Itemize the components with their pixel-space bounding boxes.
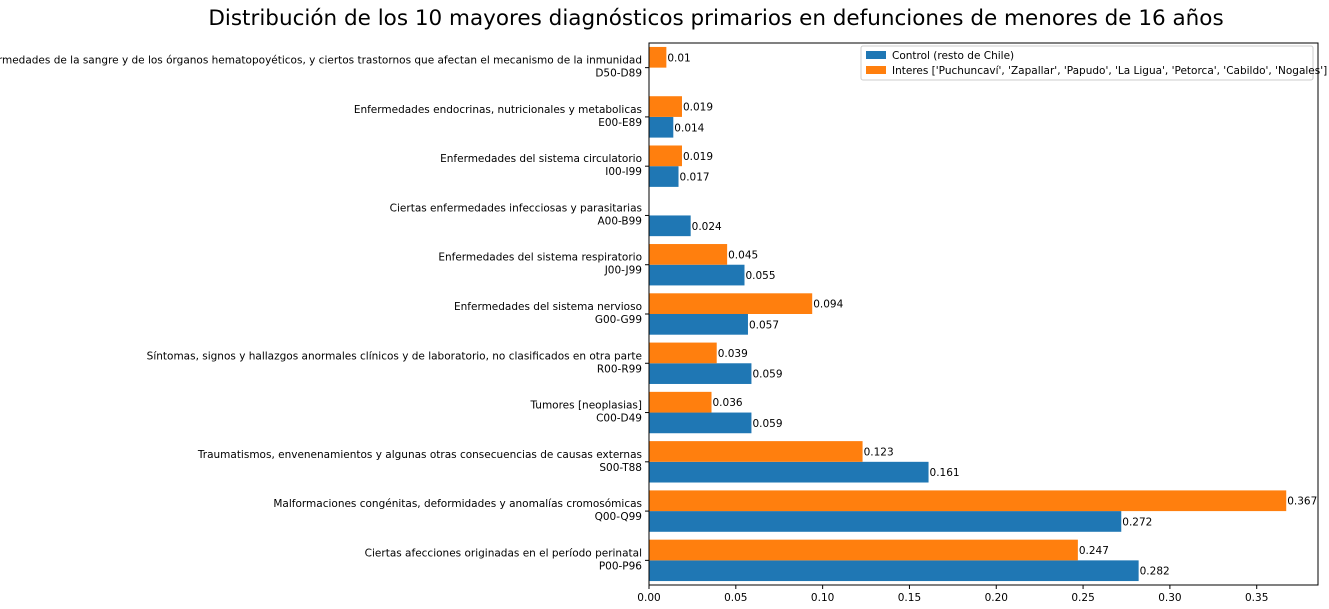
chart-title: Distribución de los 10 mayores diagnósti…: [208, 6, 1223, 31]
y-tick-code-C00-D49: C00-D49: [596, 413, 642, 425]
y-tick-code-I00-I99: I00-I99: [605, 166, 642, 178]
x-tick-label-1: 0.05: [724, 592, 747, 604]
data-label-series1-I00-I99: 0.019: [683, 151, 713, 163]
y-tick-label-I00-I99: Enfermedades del sistema circulatorio: [440, 153, 642, 165]
legend: Control (resto de Chile) Interes ['Puchun…: [860, 45, 1327, 81]
bar-series1-R00-R99: [649, 342, 717, 364]
bar-series1-D50-D89: [649, 46, 667, 68]
data-label-series1-P00-P96: 0.247: [1079, 545, 1109, 557]
bar-series0-R00-R99: [649, 363, 752, 384]
y-tick-label-R00-R99: Síntomas, signos y hallazgos anormales c…: [147, 350, 642, 362]
bar-series1-S00-T88: [649, 441, 863, 462]
bar-series0-Q00-Q99: [649, 511, 1122, 532]
y-tick-label-G00-G99: Enfermedades del sistema nervioso: [454, 301, 642, 313]
data-label-series1-S00-T88: 0.123: [864, 446, 894, 458]
y-tick-label-P00-P96: Ciertas afecciones originadas en el perí…: [365, 547, 642, 559]
x-tick-label-3: 0.15: [898, 592, 921, 604]
data-label-series1-J00-J99: 0.045: [728, 249, 758, 261]
bar-series0-A00-B99: [649, 215, 691, 237]
bar-series1-J00-J99: [649, 244, 728, 265]
bar-series1-C00-D49: [649, 391, 712, 413]
bar-series0-I00-I99: [649, 166, 679, 187]
bar-series1-I00-I99: [649, 145, 682, 167]
y-tick-code-P00-P96: P00-P96: [599, 560, 642, 572]
bars-group: 0.282 0.247 0.272 0.367 0.161 0.123 0.059 0.036…: [649, 46, 1317, 582]
y-tick-code-E00-E89: E00-E89: [598, 117, 642, 129]
data-label-series0-P00-P96: 0.282: [1140, 566, 1170, 578]
data-label-series0-I00-I99: 0.017: [680, 172, 710, 184]
bar-series0-G00-G99: [649, 314, 748, 335]
y-tick-label-Q00-Q99: Malformaciones congénitas, deformidades …: [273, 498, 642, 510]
data-label-series1-R00-R99: 0.039: [718, 348, 748, 360]
x-tick-label-4: 0.20: [985, 592, 1008, 604]
bar-series0-E00-E89: [649, 116, 674, 138]
legend-label-series1: Interes ['Puchuncaví', 'Zapallar', 'Papu…: [892, 65, 1327, 77]
data-label-series1-G00-G99: 0.094: [813, 299, 843, 311]
bar-series0-C00-D49: [649, 412, 752, 434]
legend-swatch-series0: [866, 51, 886, 59]
x-tick-label-5: 0.25: [1071, 592, 1094, 604]
data-label-series1-C00-D49: 0.036: [713, 397, 743, 409]
data-label-series0-S00-T88: 0.161: [930, 467, 960, 479]
y-tick-code-J00-J99: J00-J99: [604, 265, 642, 277]
data-label-series0-J00-J99: 0.055: [745, 270, 775, 282]
y-tick-label-A00-B99: Ciertas enfermedades infecciosas y paras…: [390, 202, 642, 214]
data-label-series1-Q00-Q99: 0.367: [1287, 496, 1317, 508]
y-tick-label-S00-T88: Traumatismos, envenenamientos y algunas …: [197, 449, 642, 461]
y-tick-code-Q00-Q99: Q00-Q99: [595, 511, 642, 523]
data-label-series0-A00-B99: 0.024: [692, 221, 722, 233]
y-tick-code-S00-T88: S00-T88: [599, 462, 642, 474]
y-tick-code-G00-G99: G00-G99: [595, 314, 642, 326]
bar-series1-Q00-Q99: [649, 490, 1287, 512]
y-tick-code-D50-D89: D50-D89: [595, 68, 642, 80]
data-label-series0-R00-R99: 0.059: [752, 369, 782, 381]
legend-label-series0: Control (resto de Chile): [892, 50, 1014, 62]
data-label-series0-E00-E89: 0.014: [674, 122, 704, 134]
y-tick-label-E00-E89: Enfermedades endocrinas, nutricionales y…: [354, 104, 642, 116]
bar-series0-S00-T88: [649, 461, 929, 483]
bar-series0-J00-J99: [649, 264, 745, 286]
plot-frame: [648, 42, 1319, 586]
x-tick-label-7: 0.35: [1245, 592, 1268, 604]
bar-series0-P00-P96: [649, 560, 1139, 582]
y-tick-label-J00-J99: Enfermedades del sistema respiratorio: [438, 252, 642, 264]
x-tick-label-0: 0.00: [637, 592, 660, 604]
data-label-series0-C00-D49: 0.059: [752, 418, 782, 430]
bar-series1-E00-E89: [649, 96, 682, 117]
legend-box: [860, 45, 1314, 81]
x-tick-label-6: 0.30: [1158, 592, 1181, 604]
y-tick-code-R00-R99: R00-R99: [597, 363, 642, 375]
data-label-series0-Q00-Q99: 0.272: [1122, 516, 1152, 528]
bar-series1-G00-G99: [649, 293, 813, 314]
y-tick-code-A00-B99: A00-B99: [597, 215, 642, 227]
x-axis: 0.00 0.05 0.10 0.15 0.20 0.25 0.30 0.35: [637, 585, 1268, 604]
y-tick-label-C00-D49: Tumores [neoplasias]: [529, 400, 642, 412]
bar-series1-P00-P96: [649, 539, 1078, 561]
y-axis-labels: Ciertas afecciones originadas en el perí…: [0, 55, 649, 572]
data-label-series1-E00-E89: 0.019: [683, 102, 713, 114]
y-tick-label-D50-D89: Enfermedades de la sangre y de los órgan…: [0, 55, 642, 67]
x-tick-label-2: 0.10: [811, 592, 834, 604]
data-label-series0-G00-G99: 0.057: [749, 319, 779, 331]
legend-swatch-series1: [866, 66, 886, 74]
data-label-series1-D50-D89: 0.01: [667, 52, 690, 64]
